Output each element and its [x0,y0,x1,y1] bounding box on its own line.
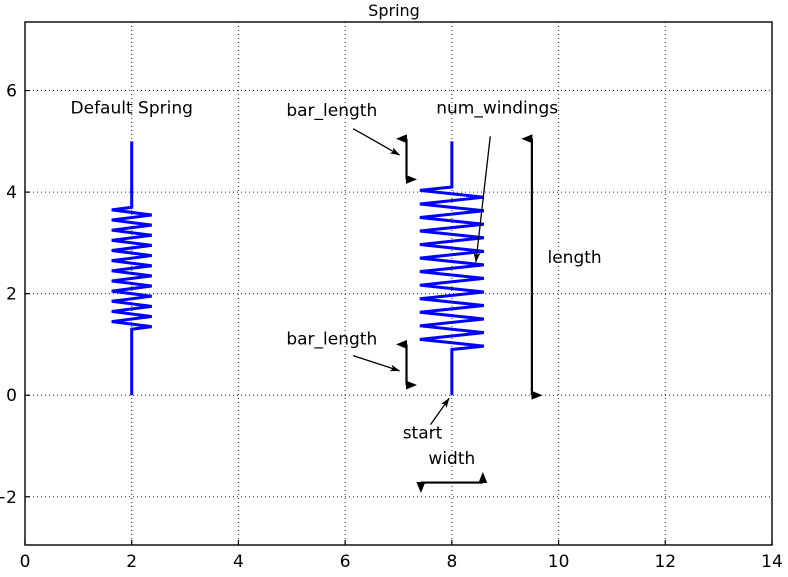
axes-frame [24,21,773,546]
annotation-labels: Default Spring bar_length num_windingsleng… [71,98,602,468]
bar-length-top-pointer [352,128,401,156]
page-title: Spring [368,1,420,20]
xtick-label: 6 [340,552,351,572]
bar-length-top-label: bar_length [286,101,377,121]
xtick-label: 4 [233,552,244,572]
measurement-arrows [396,134,543,494]
ytick-label: 2 [6,285,17,305]
ytick-label: −2 [0,488,17,508]
xtick-label: 12 [654,552,676,572]
pointer-arrows [352,128,491,426]
default-spring-label: Default Spring [71,98,193,118]
spring-curves [111,141,485,396]
num-windings-pointer [473,136,491,263]
xtick-label: 10 [548,552,570,572]
ytick-label: 6 [6,82,17,102]
start-label: start [403,423,443,443]
ytick-label: 4 [6,183,17,203]
bar-length-bottom-label: bar_length [286,329,377,349]
xtick-label: 8 [446,552,457,572]
axis-ticks: 0 2 4 6 8 10 12 14 −2 0 2 4 6 [0,82,783,572]
xtick-label: 2 [126,552,137,572]
axes-spines [24,21,773,546]
start-pointer [429,397,450,426]
ytick-label: 0 [6,386,17,406]
xtick-label: 0 [20,552,31,572]
num-windings-label: num_windings [436,98,558,118]
spring-custom-spring [419,141,485,396]
spring-default-spring [111,141,152,396]
xtick-label: 14 [761,552,783,572]
length-label: length [547,248,601,268]
width-label: width [428,449,475,469]
bar-length-bottom-pointer [352,354,401,372]
gridlines [25,22,772,545]
